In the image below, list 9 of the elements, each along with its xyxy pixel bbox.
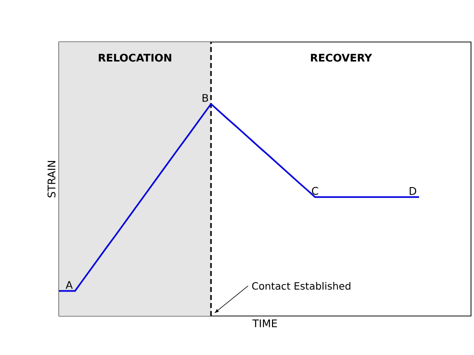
- annotation: C: [312, 186, 318, 195]
- annotation: A: [66, 281, 73, 289]
- y-axis-title: STRAIN: [48, 160, 56, 198]
- text: RELOCATION: [98, 54, 172, 62]
- annotation: D: [410, 187, 416, 195]
- annotation: Contact Established: [252, 282, 350, 290]
- text: B: [202, 94, 208, 102]
- x-axis-title: TIME: [252, 320, 277, 328]
- text: RECOVERY: [310, 54, 372, 62]
